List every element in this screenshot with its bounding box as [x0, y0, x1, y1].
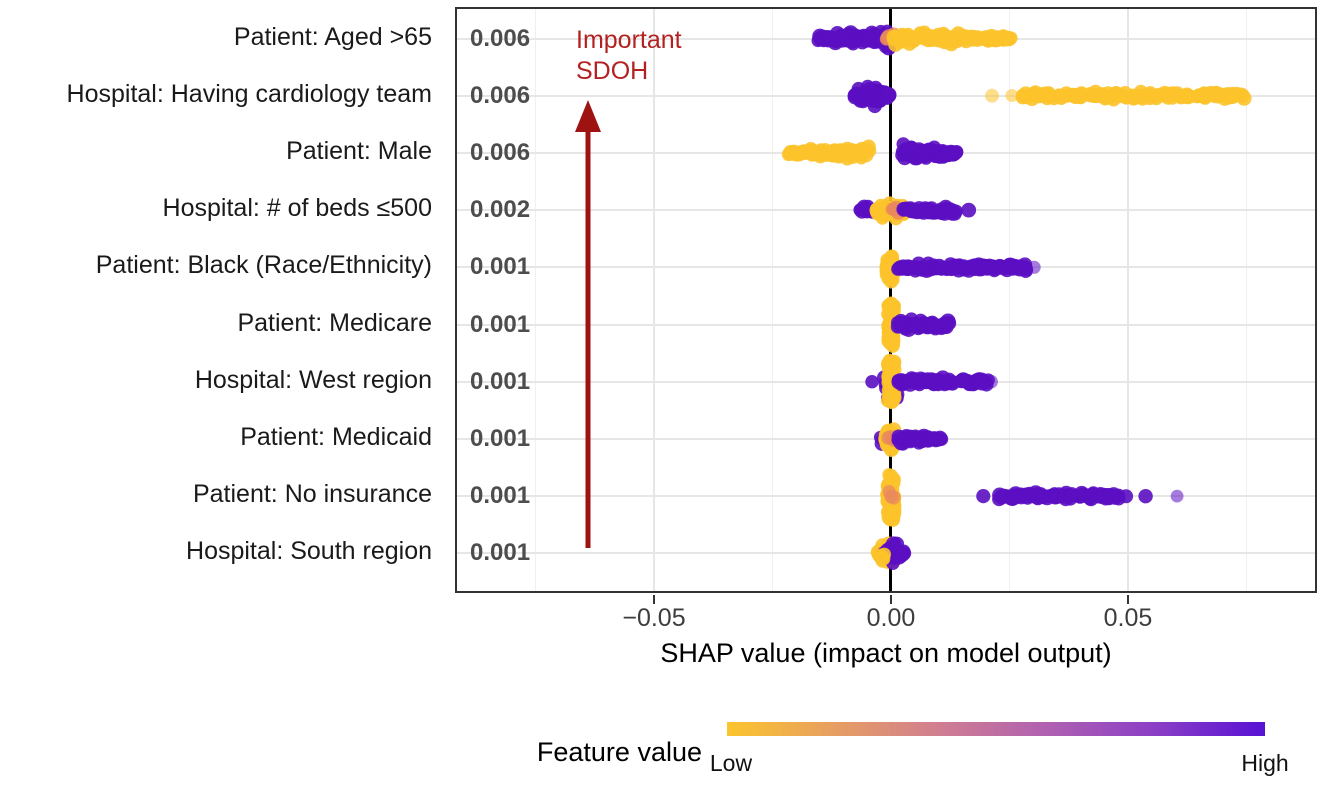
x-tick-mark: [653, 595, 655, 604]
mean-shap-value: 0.006: [470, 24, 531, 52]
legend-high-label: High: [1241, 750, 1289, 776]
feature-label: Patient: No insurance: [192, 480, 432, 509]
mean-shap-value: 0.001: [470, 424, 531, 452]
important-sdoh-annotation: Important SDOH: [576, 25, 682, 87]
annotation-line-1: Important: [576, 26, 682, 54]
feature-label: Hospital: Having cardiology team: [66, 79, 432, 108]
legend-low-label: Low: [709, 750, 753, 776]
x-tick-label: −0.05: [622, 604, 686, 632]
mean-shap-value: 0.001: [470, 253, 531, 281]
x-axis-title: SHAP value (impact on model output): [660, 638, 1112, 668]
legend-title: Feature value: [536, 737, 702, 767]
feature-label: Patient: Medicare: [237, 308, 432, 337]
x-tick-label: 0.05: [1103, 604, 1153, 632]
mean-shap-value: 0.001: [470, 482, 531, 510]
feature-label: Hospital: West region: [194, 365, 432, 394]
feature-label: Hospital: # of beds ≤500: [162, 194, 432, 223]
plot-panel: Important SDOH 0.006 0.006 0.006 0.002 0.001…: [455, 7, 1317, 593]
v-gridline-minor: [534, 9, 537, 591]
x-tick-mark: [1127, 595, 1129, 604]
beeswarm-dots: [781, 24, 1252, 570]
v-gridline-minor: [771, 9, 774, 591]
mean-shap-value: 0.006: [470, 138, 531, 166]
feature-label: Patient: Black (Race/Ethnicity): [95, 251, 432, 280]
important-sdoh-arrow: [575, 100, 601, 548]
feature-label: Patient: Male: [286, 136, 432, 165]
v-gridline-major: [1127, 9, 1129, 591]
feature-value-gradient-bar: [727, 722, 1265, 736]
mean-shap-value: 0.001: [470, 310, 531, 338]
x-tick-label: 0.00: [866, 604, 916, 632]
mean-shap-value: 0.001: [470, 367, 531, 395]
v-gridline-minor: [1008, 9, 1011, 591]
x-tick-mark: [890, 595, 892, 604]
v-gridline-minor: [1245, 9, 1248, 591]
v-gridline-major: [653, 9, 655, 591]
feature-label: Patient: Aged >65: [233, 22, 432, 51]
mean-shap-value: 0.001: [470, 539, 531, 567]
feature-label: Patient: Medicaid: [240, 422, 432, 451]
annotation-line-2: SDOH: [576, 57, 649, 85]
feature-label: Hospital: South region: [186, 537, 432, 566]
h-gridline: [457, 151, 1315, 154]
mean-shap-value: 0.002: [470, 196, 531, 224]
mean-shap-value: 0.006: [470, 81, 531, 109]
